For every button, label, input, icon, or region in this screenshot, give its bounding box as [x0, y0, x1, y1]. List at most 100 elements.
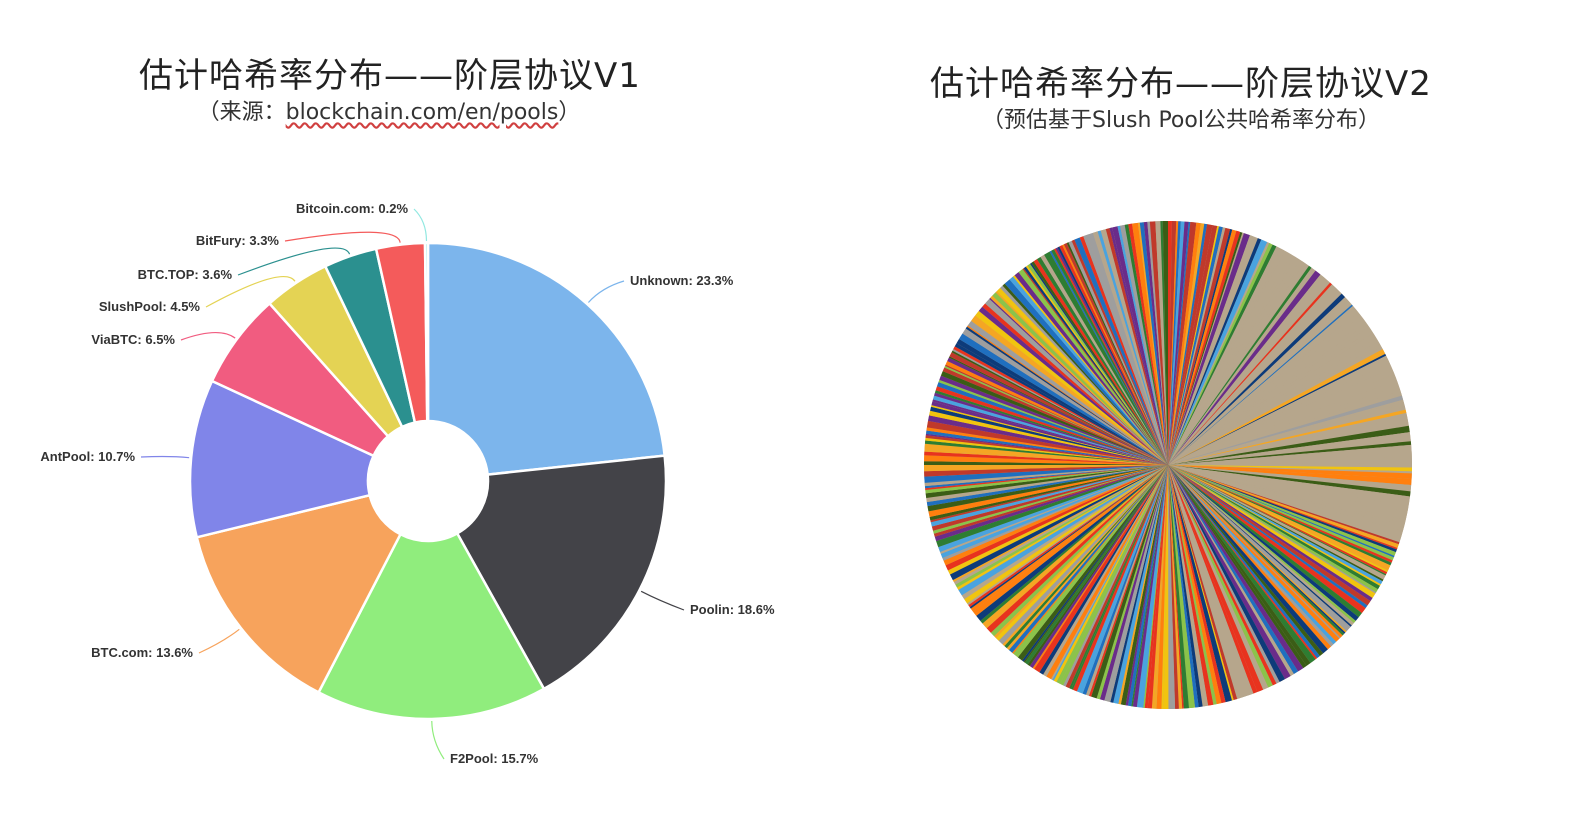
connector-unknown: [587, 280, 625, 303]
v2-slice: [1147, 465, 1168, 709]
v2-slice: [1022, 465, 1168, 662]
label-bitfury: BitFury: 3.3%: [196, 233, 280, 248]
connector-bitfury: [284, 231, 401, 243]
v2-slice: [1063, 243, 1168, 465]
v2-slice: [1025, 265, 1168, 465]
v2-slice: [1168, 297, 1347, 465]
v2-slice: [1168, 232, 1244, 465]
v2-slice: [1168, 465, 1307, 669]
v2-slice: [1168, 465, 1258, 694]
v2-slice: [1168, 465, 1277, 686]
v2-slice: [1168, 465, 1304, 672]
v2-slice: [969, 465, 1168, 609]
v2-slice: [1117, 225, 1168, 465]
slice-poolin[interactable]: [455, 454, 668, 691]
v2-slice: [1168, 308, 1359, 465]
v2-slice: [1168, 465, 1299, 675]
v2-slice: [1155, 221, 1168, 465]
v2-slice: [1168, 221, 1191, 465]
v2-slice: [1168, 465, 1398, 550]
v2-slice: [1168, 465, 1406, 523]
v2-slice: [1168, 257, 1301, 465]
v2-slice: [1147, 221, 1168, 465]
v2-slice: [1168, 465, 1232, 703]
v2-slice: [1143, 221, 1168, 465]
v2-slice: [1004, 279, 1168, 465]
v2-slice: [962, 328, 1168, 465]
v2-slice: [1063, 465, 1168, 687]
v2-slice: [1168, 465, 1199, 708]
v2-slice: [1168, 465, 1340, 642]
v2-slice: [1168, 444, 1412, 465]
slice-antpool[interactable]: [188, 379, 376, 539]
v2-slice: [1044, 251, 1168, 465]
v2-slice: [1072, 465, 1168, 692]
v2-slice: [1168, 432, 1410, 465]
v2-slice: [1168, 276, 1328, 465]
v2-slice: [1168, 293, 1346, 465]
v2-slice: [1168, 465, 1176, 709]
v2-slice: [1168, 222, 1197, 465]
v2-slice: [938, 379, 1168, 465]
v2-slice: [1046, 465, 1168, 680]
v2-slice: [996, 287, 1168, 465]
v2-slice: [1125, 465, 1168, 706]
v2-slice: [1030, 262, 1168, 465]
v2-slice: [968, 465, 1168, 608]
v2-slice: [1052, 465, 1168, 681]
v2-slice: [1168, 270, 1321, 465]
v2-slice: [925, 465, 1168, 491]
v2-slice: [925, 465, 1168, 494]
v2-slice: [933, 465, 1168, 537]
slice-f2pool[interactable]: [316, 531, 546, 721]
v2-slice: [1168, 465, 1391, 571]
v2-slice: [1168, 465, 1407, 521]
v2-slice: [961, 465, 1168, 600]
v2-slice: [1057, 246, 1168, 465]
v2-slice: [938, 465, 1168, 552]
v2-slice: [1168, 465, 1368, 609]
label-btc-com: BTC.com: 13.6%: [91, 645, 193, 660]
chart-v1-connectors: [140, 208, 685, 760]
v2-slice: [1168, 465, 1383, 585]
v2-slice: [924, 440, 1168, 465]
v2-slice: [1092, 231, 1168, 465]
v2-slice: [959, 333, 1168, 465]
connector-poolin: [640, 590, 685, 611]
v2-slice: [934, 465, 1168, 542]
v2-slice: [1168, 225, 1218, 465]
label-slushpool: SlushPool: 4.5%: [99, 299, 201, 314]
v2-slice: [1013, 465, 1168, 658]
v2-slice: [1168, 412, 1408, 465]
slice-btc-com[interactable]: [195, 493, 403, 695]
v2-slice: [1168, 254, 1295, 465]
chart-v2-pie: [924, 221, 1412, 709]
v2-slice: [1168, 465, 1412, 488]
v2-slice: [930, 406, 1168, 465]
v2-slice: [1168, 465, 1294, 676]
chart-v1-source-link[interactable]: blockchain.com/en/pools: [285, 100, 559, 125]
v2-slice: [1168, 221, 1189, 465]
v2-slice: [1168, 465, 1346, 634]
v2-slice: [1168, 246, 1281, 465]
v2-slice: [1004, 465, 1168, 649]
v2-slice: [1168, 465, 1203, 708]
v2-slice: [1168, 346, 1383, 465]
v2-slice: [1168, 465, 1352, 627]
v2-slice: [955, 465, 1168, 588]
slice-bitcoin-com[interactable]: [423, 241, 430, 423]
slice-unknown[interactable]: [426, 241, 667, 476]
v2-slice: [1168, 274, 1323, 465]
v2-slice: [1168, 465, 1403, 537]
v2-slice: [932, 399, 1168, 465]
v2-slice: [1168, 221, 1181, 465]
v2-slice: [1168, 465, 1217, 705]
v2-slice: [1168, 465, 1320, 659]
v2-slice: [953, 465, 1168, 585]
v2-slice: [1000, 285, 1168, 465]
v2-slice: [989, 297, 1168, 465]
v2-slice: [1168, 465, 1408, 515]
v2-slice: [1168, 363, 1393, 465]
v2-slice: [1168, 465, 1373, 602]
v2-slice: [1161, 465, 1168, 709]
